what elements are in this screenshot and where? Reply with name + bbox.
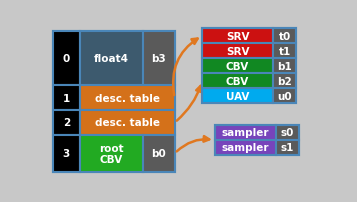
Text: b2: b2 [277, 76, 292, 86]
Text: u0: u0 [277, 91, 292, 101]
Bar [53, 86, 80, 111]
Text: t0: t0 [278, 31, 291, 41]
Bar [80, 86, 175, 111]
Bar [143, 135, 175, 172]
Bar [215, 125, 276, 140]
Bar [80, 111, 175, 135]
Text: desc. table: desc. table [95, 118, 160, 128]
Text: CBV: CBV [226, 61, 249, 71]
Bar [53, 32, 175, 172]
Bar [53, 135, 80, 172]
Bar [143, 32, 175, 86]
Text: desc. table: desc. table [95, 93, 160, 103]
Text: 2: 2 [63, 118, 70, 128]
Bar [202, 59, 273, 74]
Bar [80, 135, 143, 172]
Text: SRV: SRV [226, 31, 249, 41]
Text: SRV: SRV [226, 46, 249, 56]
Text: sampler: sampler [221, 128, 269, 138]
Text: b3: b3 [151, 54, 166, 64]
Text: 3: 3 [63, 149, 70, 159]
Bar [273, 44, 296, 59]
Bar [215, 125, 299, 155]
Bar [202, 29, 273, 44]
Text: float4: float4 [94, 54, 129, 64]
Text: t1: t1 [278, 46, 291, 56]
Bar [273, 59, 296, 74]
Bar [53, 32, 80, 86]
Bar [276, 125, 299, 140]
Text: root
CBV: root CBV [99, 143, 124, 164]
Text: sampler: sampler [221, 143, 269, 153]
Bar [202, 89, 273, 104]
Text: s0: s0 [281, 128, 294, 138]
Text: b0: b0 [151, 149, 166, 159]
Bar [215, 140, 276, 155]
Text: s1: s1 [281, 143, 294, 153]
Bar [80, 32, 143, 86]
Text: UAV: UAV [226, 91, 249, 101]
Text: 0: 0 [63, 54, 70, 64]
Bar [276, 140, 299, 155]
Bar [273, 89, 296, 104]
Text: b1: b1 [277, 61, 292, 71]
Bar [273, 74, 296, 89]
Bar [273, 29, 296, 44]
Bar [53, 111, 80, 135]
Bar [202, 29, 296, 104]
Text: CBV: CBV [226, 76, 249, 86]
Text: 1: 1 [63, 93, 70, 103]
Bar [202, 74, 273, 89]
Bar [202, 44, 273, 59]
